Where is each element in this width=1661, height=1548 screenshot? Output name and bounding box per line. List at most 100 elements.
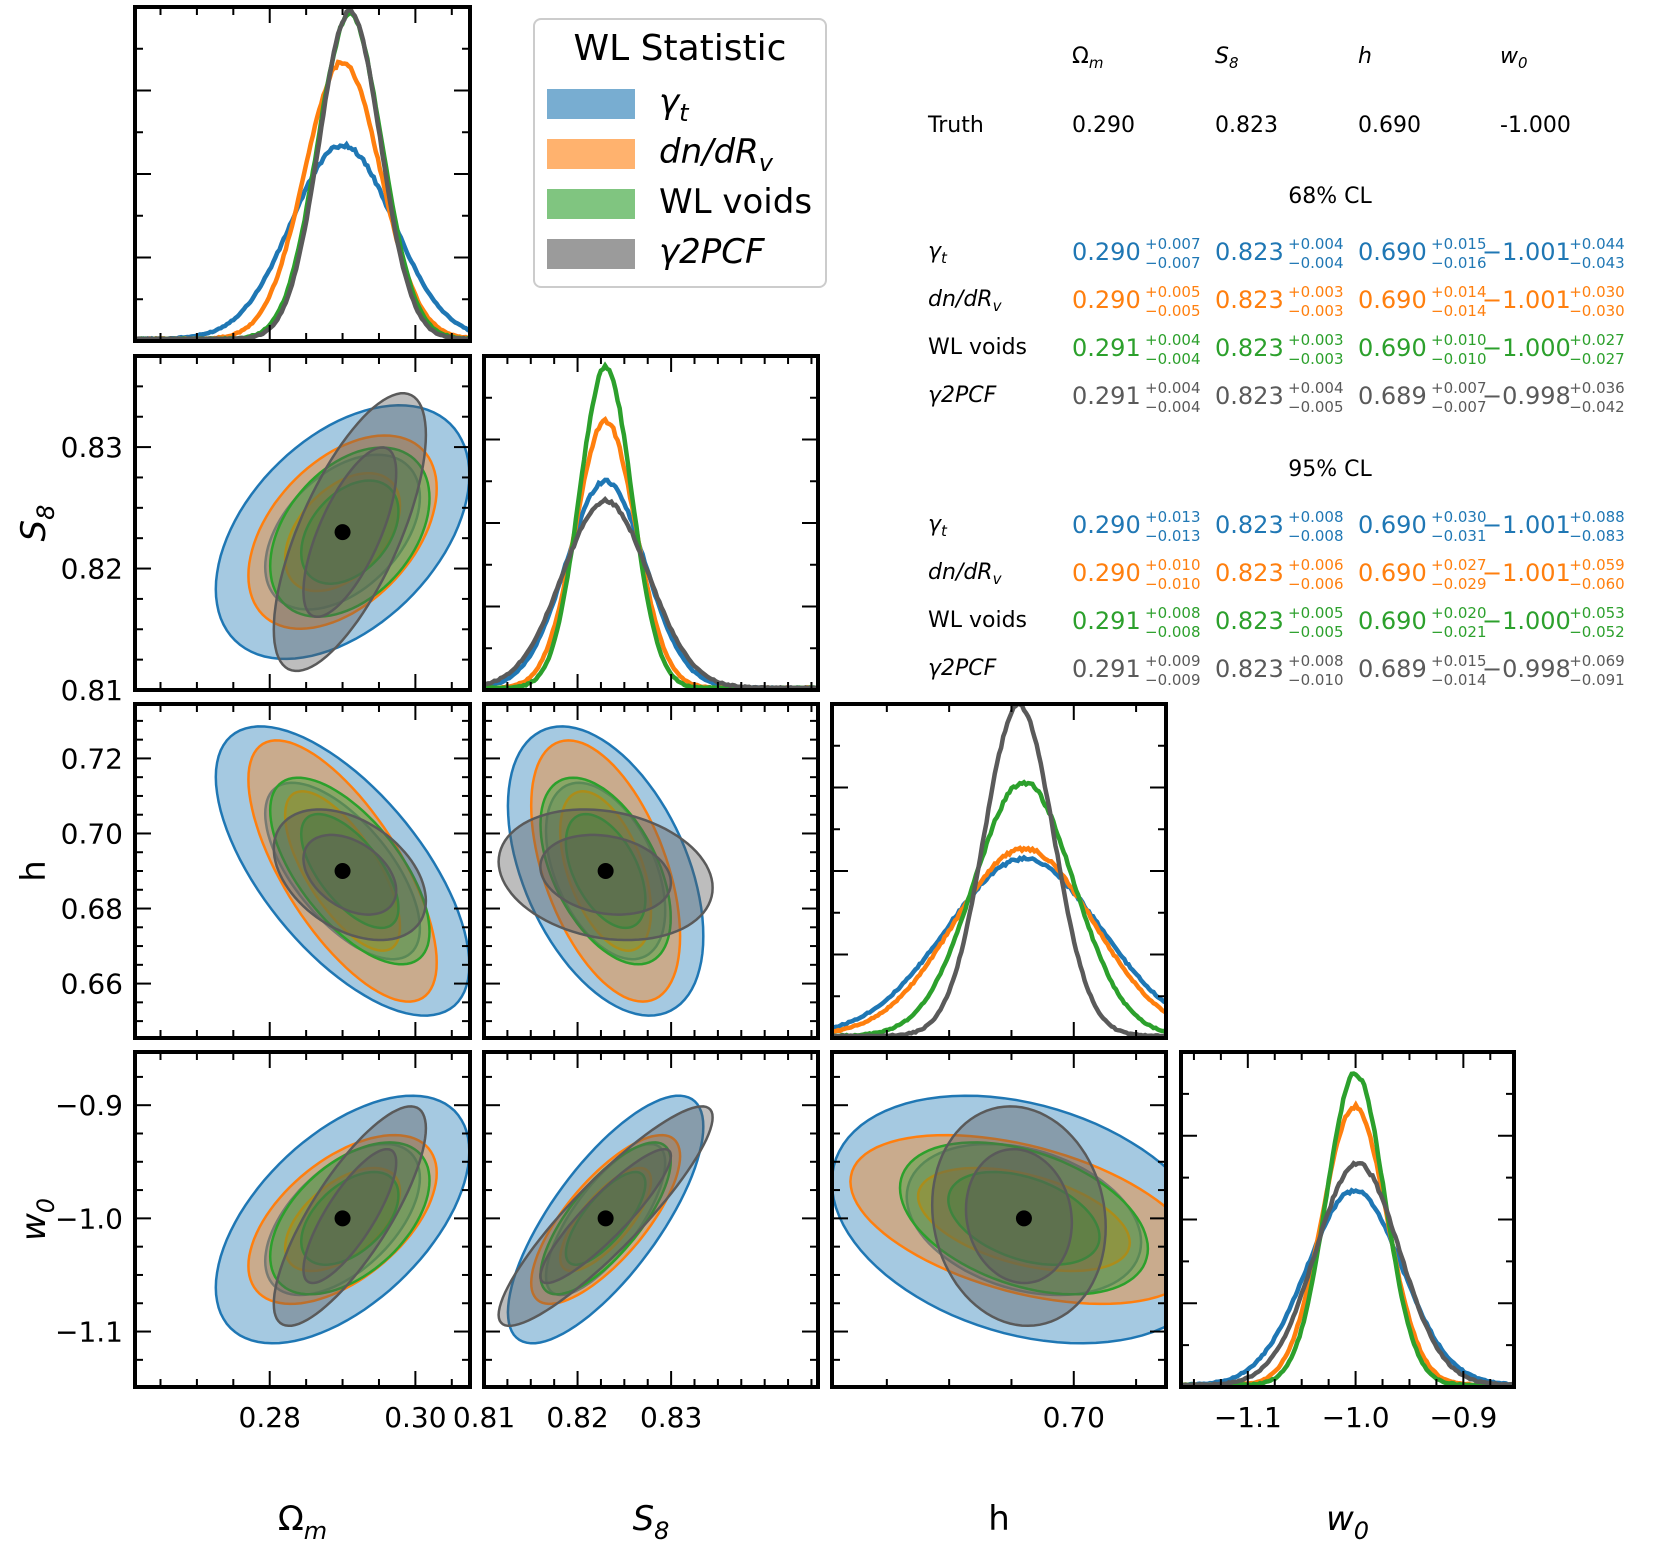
- x-tick-label: 0.81: [453, 1401, 515, 1434]
- y-axis-label-w0: w0: [14, 1198, 60, 1241]
- panel-frame: [133, 5, 472, 343]
- y-tick-label: −1.0: [55, 1202, 123, 1235]
- table-err-plus: +0.015: [1431, 235, 1487, 253]
- table-value: 0.690: [1358, 511, 1427, 539]
- panel-om-h: [133, 702, 472, 1040]
- table-err-plus: +0.008: [1288, 508, 1344, 526]
- table-err-minus: −0.004: [1288, 254, 1344, 272]
- table-err-minus: −0.010: [1288, 671, 1344, 689]
- table-value: −1.000: [1482, 334, 1571, 362]
- marginal-g2-om: [135, 7, 470, 341]
- panel-om-om: [133, 5, 472, 343]
- y-tick-label: 0.66: [61, 968, 123, 1001]
- table-err-minus: −0.027: [1569, 350, 1625, 368]
- table-err-plus: +0.009: [1145, 652, 1201, 670]
- table-row-label: γt: [928, 239, 948, 267]
- panel-frame: [133, 702, 472, 1040]
- y-tick-label: −0.9: [55, 1089, 123, 1122]
- x-axis-label-w0: w0: [1326, 1499, 1369, 1545]
- table-value: −1.001: [1482, 286, 1571, 314]
- table-err-minus: −0.003: [1288, 302, 1344, 320]
- y-tick-label: 0.72: [61, 742, 123, 775]
- legend-label: WL voids: [659, 182, 813, 222]
- table-err-plus: +0.006: [1288, 556, 1344, 574]
- x-tick-label: −0.9: [1429, 1401, 1497, 1434]
- y-axis-label-h: h: [14, 860, 54, 882]
- marginal-g2-w0: [1181, 1160, 1514, 1387]
- table-value: −1.001: [1482, 238, 1571, 266]
- table-value: 0.823: [1215, 559, 1284, 587]
- table-err-plus: +0.008: [1288, 652, 1344, 670]
- marginal-gt-h: [832, 854, 1166, 1031]
- table-err-minus: −0.010: [1431, 350, 1487, 368]
- table-err-minus: −0.029: [1431, 575, 1487, 593]
- panel-s8-h: [482, 702, 820, 1040]
- y-tick-label: 0.70: [61, 817, 123, 850]
- legend-label: γt: [659, 82, 689, 127]
- table-err-minus: −0.052: [1569, 623, 1625, 641]
- x-axis-label-s8: S8: [633, 1499, 670, 1545]
- table-section-title: 95% CL: [1288, 457, 1372, 482]
- table-truth-value: 0.823: [1215, 113, 1278, 138]
- table-err-plus: +0.010: [1431, 331, 1487, 349]
- table-err-plus: +0.053: [1569, 604, 1625, 622]
- table-section-title: 68% CL: [1288, 184, 1372, 209]
- table-value: 0.690: [1358, 334, 1427, 362]
- table-value: 0.823: [1215, 238, 1284, 266]
- table-err-plus: +0.004: [1145, 331, 1201, 349]
- table-err-minus: −0.004: [1145, 350, 1201, 368]
- table-err-minus: −0.014: [1431, 302, 1487, 320]
- table-row-label: dn/dRv: [928, 287, 1003, 315]
- truth-marker: [334, 524, 351, 541]
- table-err-plus: +0.088: [1569, 508, 1625, 526]
- legend-patch: [547, 89, 635, 119]
- table-err-minus: −0.016: [1431, 254, 1487, 272]
- table-err-plus: +0.020: [1431, 604, 1487, 622]
- table-err-minus: −0.009: [1145, 671, 1201, 689]
- table-err-plus: +0.027: [1431, 556, 1487, 574]
- table-err-plus: +0.004: [1145, 379, 1201, 397]
- table-err-minus: −0.010: [1145, 575, 1201, 593]
- y-tick-label: −1.1: [55, 1316, 123, 1349]
- table-err-plus: +0.069: [1569, 652, 1625, 670]
- table-err-minus: −0.083: [1569, 527, 1625, 545]
- table-err-minus: −0.021: [1431, 623, 1487, 641]
- table-err-plus: +0.015: [1431, 652, 1487, 670]
- panel-om-w0: [133, 1050, 472, 1389]
- legend-patch: [547, 139, 635, 169]
- table-value: −1.000: [1482, 607, 1571, 635]
- table-value: 0.823: [1215, 334, 1284, 362]
- truth-marker: [597, 863, 614, 879]
- marginal-gt-w0: [1181, 1187, 1514, 1387]
- table-err-plus: +0.007: [1431, 379, 1487, 397]
- table-err-plus: +0.005: [1288, 604, 1344, 622]
- table-err-minus: −0.031: [1431, 527, 1487, 545]
- y-tick-label: 0.68: [61, 893, 123, 926]
- table-value: 0.290: [1072, 511, 1141, 539]
- table-value: 0.823: [1215, 382, 1284, 410]
- table-err-minus: −0.006: [1288, 575, 1344, 593]
- table-err-plus: +0.004: [1288, 379, 1344, 397]
- table-err-plus: +0.059: [1569, 556, 1625, 574]
- table-err-minus: −0.043: [1569, 254, 1625, 272]
- panel-frame: [1179, 1050, 1516, 1389]
- panel-frame: [133, 1050, 472, 1389]
- table-value: 0.823: [1215, 607, 1284, 635]
- marginal-dn-w0: [1181, 1100, 1514, 1387]
- table-truth-value: 0.690: [1358, 113, 1421, 138]
- table-value: −0.998: [1482, 655, 1571, 683]
- x-tick-label: −1.0: [1322, 1401, 1390, 1434]
- table-err-plus: +0.010: [1145, 556, 1201, 574]
- x-tick-label: 0.70: [1043, 1401, 1105, 1434]
- panel-frame: [482, 702, 820, 1040]
- table-err-plus: +0.004: [1288, 235, 1344, 253]
- y-tick-label: 0.81: [61, 674, 123, 707]
- table-truth-value: 0.290: [1072, 113, 1135, 138]
- table-value: 0.291: [1072, 334, 1141, 362]
- contour-g2-68: [302, 833, 398, 916]
- table-value: 0.291: [1072, 382, 1141, 410]
- legend-title: WL Statistic: [573, 28, 787, 69]
- truth-marker: [334, 863, 351, 879]
- legend-patch: [547, 239, 635, 269]
- panel-s8-w0: [482, 1050, 820, 1389]
